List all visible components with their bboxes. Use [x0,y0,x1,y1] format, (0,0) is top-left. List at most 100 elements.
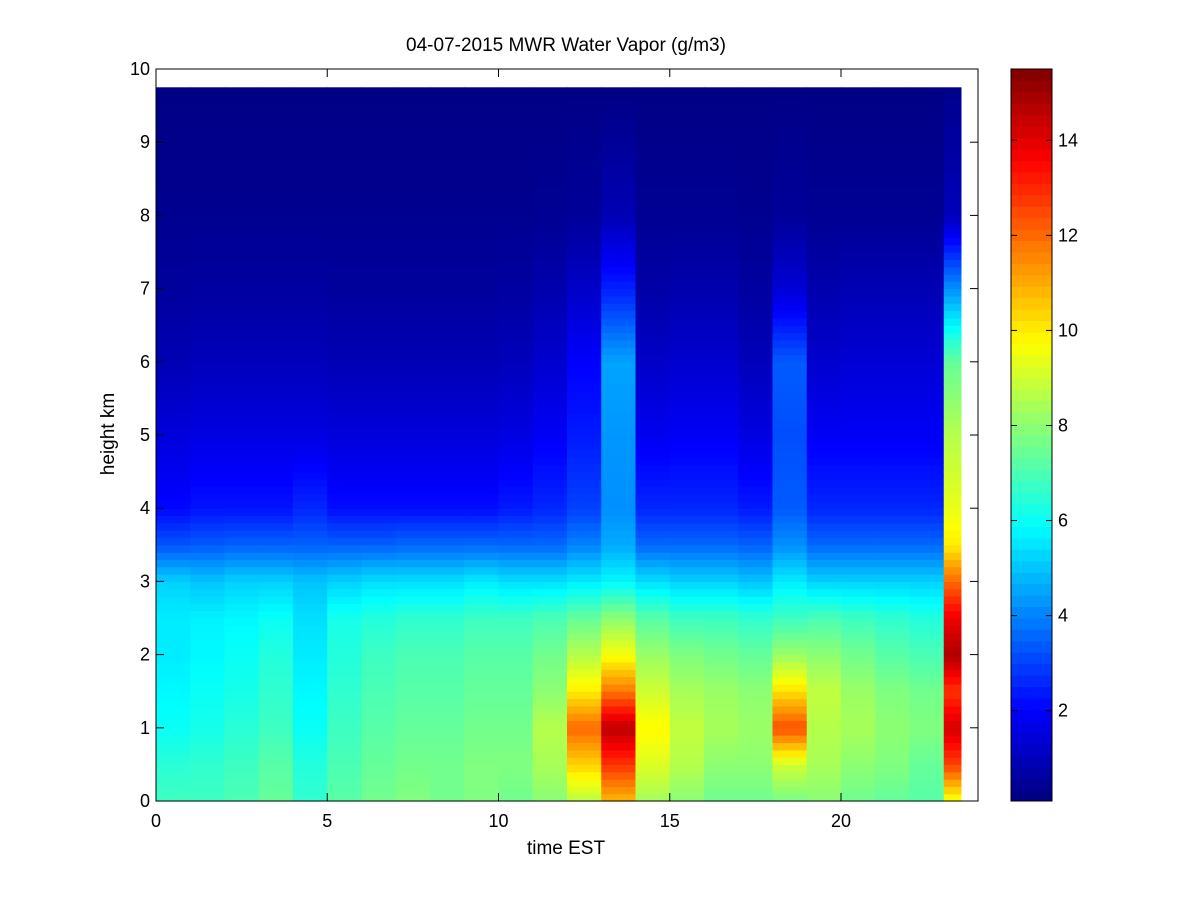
heatmap-cell [875,647,911,656]
heatmap-cell [635,669,671,678]
heatmap-cell [875,171,911,180]
heatmap-cell [601,281,637,290]
heatmap-cell [156,391,191,399]
heatmap-cell [156,713,191,722]
heatmap-cell [361,742,397,751]
heatmap-cell [498,237,534,246]
heatmap-cell [224,325,260,334]
heatmap-cell [943,566,962,575]
heatmap-cell [909,193,945,202]
heatmap-cell [704,713,739,722]
heatmap-cell [772,288,808,297]
heatmap-cell [532,771,568,780]
heatmap-cell [567,632,602,641]
colorbar-strip [1011,618,1052,630]
heatmap-cell [464,493,500,502]
heatmap-cell [293,713,328,722]
heatmap-cell [532,720,568,729]
heatmap-cell [327,332,363,341]
heatmap-cell [806,266,842,275]
heatmap-cell [430,87,465,92]
heatmap-cell [704,186,739,195]
heatmap-cell [875,522,911,531]
heatmap-cell [224,405,260,414]
heatmap-cell [738,237,774,246]
heatmap-cell [293,618,328,626]
heatmap-cell [738,530,774,539]
heatmap-cell [190,310,226,319]
heatmap-cell [806,295,842,304]
colorbar-strip [1011,503,1052,516]
heatmap-cell [806,244,842,253]
heatmap-cell [156,625,191,634]
heatmap-cell [841,705,876,714]
heatmap-cell [875,142,911,151]
heatmap-cell [601,252,637,260]
heatmap-cell [361,757,397,765]
heatmap-cell [704,354,739,363]
heatmap-cell [464,486,500,495]
heatmap-cell [532,332,568,341]
heatmap-cell [498,713,534,722]
heatmap-cell [498,310,534,319]
heatmap-cell [738,259,774,268]
heatmap-cell [738,208,774,216]
heatmap-cell [875,661,911,670]
heatmap-cell [293,376,328,385]
heatmap-cell [806,632,842,641]
colorbar-tick-label: 6 [1058,511,1068,531]
heatmap-cell [498,735,534,744]
heatmap-cell [464,310,500,319]
heatmap-cell [395,383,431,392]
heatmap-cell [635,244,671,253]
heatmap-cell [909,435,945,443]
heatmap-cell [635,420,671,429]
heatmap-cell [704,456,739,465]
heatmap-cell [156,771,191,780]
heatmap-cell [601,164,637,173]
heatmap-cell [567,420,602,429]
heatmap-cell [395,87,431,92]
heatmap-cell [395,237,431,246]
heatmap-cell [464,435,500,443]
heatmap-cell [875,771,911,780]
heatmap-cell [190,713,226,722]
heatmap-cell [806,259,842,268]
heatmap-cell [464,391,500,399]
heatmap-cell [841,208,876,216]
heatmap-cell [464,288,500,297]
heatmap-cell [293,156,328,165]
heatmap-cell [738,332,774,341]
heatmap-cell [635,720,671,729]
heatmap-cell [704,442,739,451]
colorbar-strip [1011,595,1052,608]
heatmap-cell [841,698,876,707]
x-tick-label: 20 [831,811,851,831]
heatmap-cell [327,464,363,473]
heatmap-cell [430,442,465,451]
heatmap-cell [293,134,328,143]
heatmap-cell [635,193,671,202]
heatmap-cell [909,574,945,582]
heatmap-cell [875,310,911,319]
heatmap-cell [430,398,465,407]
heatmap-cell [669,383,705,392]
heatmap-cell [258,625,294,634]
heatmap-cell [738,442,774,451]
heatmap-cell [909,134,945,143]
heatmap-cell [738,303,774,312]
heatmap-cell [464,230,500,238]
heatmap-cell [841,186,876,195]
heatmap-cell [395,171,431,180]
heatmap-cell [430,478,465,487]
heatmap-cell [669,727,705,736]
heatmap-cell [361,632,397,641]
heatmap-cell [635,354,671,363]
y-tick-label: 7 [140,279,150,299]
heatmap-cell [875,735,911,744]
x-tick-label: 5 [322,811,332,831]
heatmap-cell [258,449,294,458]
heatmap-cell [669,654,705,663]
heatmap-cell [943,112,962,121]
heatmap-cell [190,771,226,780]
